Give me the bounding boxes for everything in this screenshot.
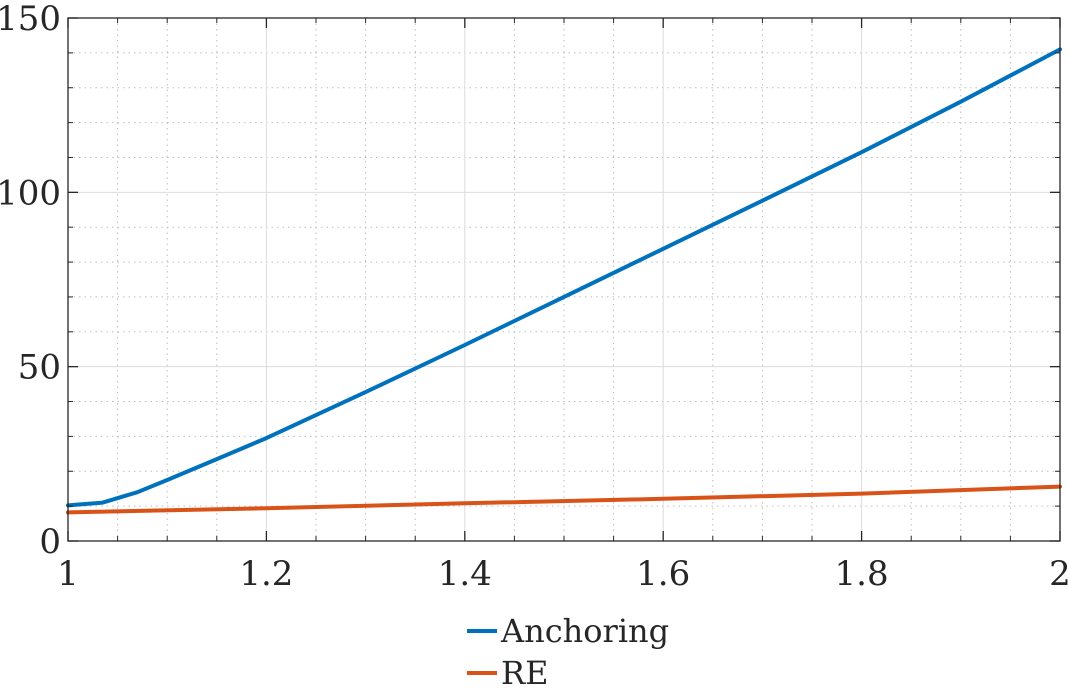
y-tick-label: 0 (39, 522, 61, 562)
legend-label-anchoring: Anchoring (500, 612, 669, 650)
y-tick-label: 150 (0, 0, 61, 39)
y-tick-label: 100 (0, 173, 61, 213)
tick-marks (67, 17, 1061, 542)
x-axis-tick-labels: 1 1.2 1.4 1.6 1.8 2 (57, 554, 1069, 594)
x-tick-label: 1.4 (438, 554, 492, 594)
x-tick-label: 1.6 (636, 554, 690, 594)
y-axis-tick-labels: 0 50 100 150 (0, 0, 61, 562)
x-tick-label: 2 (1049, 554, 1069, 594)
x-tick-label: 1 (57, 554, 79, 594)
x-tick-label: 1.2 (239, 554, 293, 594)
series-line-re (66, 484, 1062, 515)
legend: Anchoring RE (467, 612, 669, 692)
series-line-anchoring (66, 47, 1062, 508)
series-layer (66, 47, 1062, 515)
minor-grid (68, 18, 1060, 541)
y-tick-label: 50 (18, 348, 61, 388)
legend-label-re: RE (501, 654, 548, 687)
x-tick-label: 1.8 (835, 554, 889, 594)
